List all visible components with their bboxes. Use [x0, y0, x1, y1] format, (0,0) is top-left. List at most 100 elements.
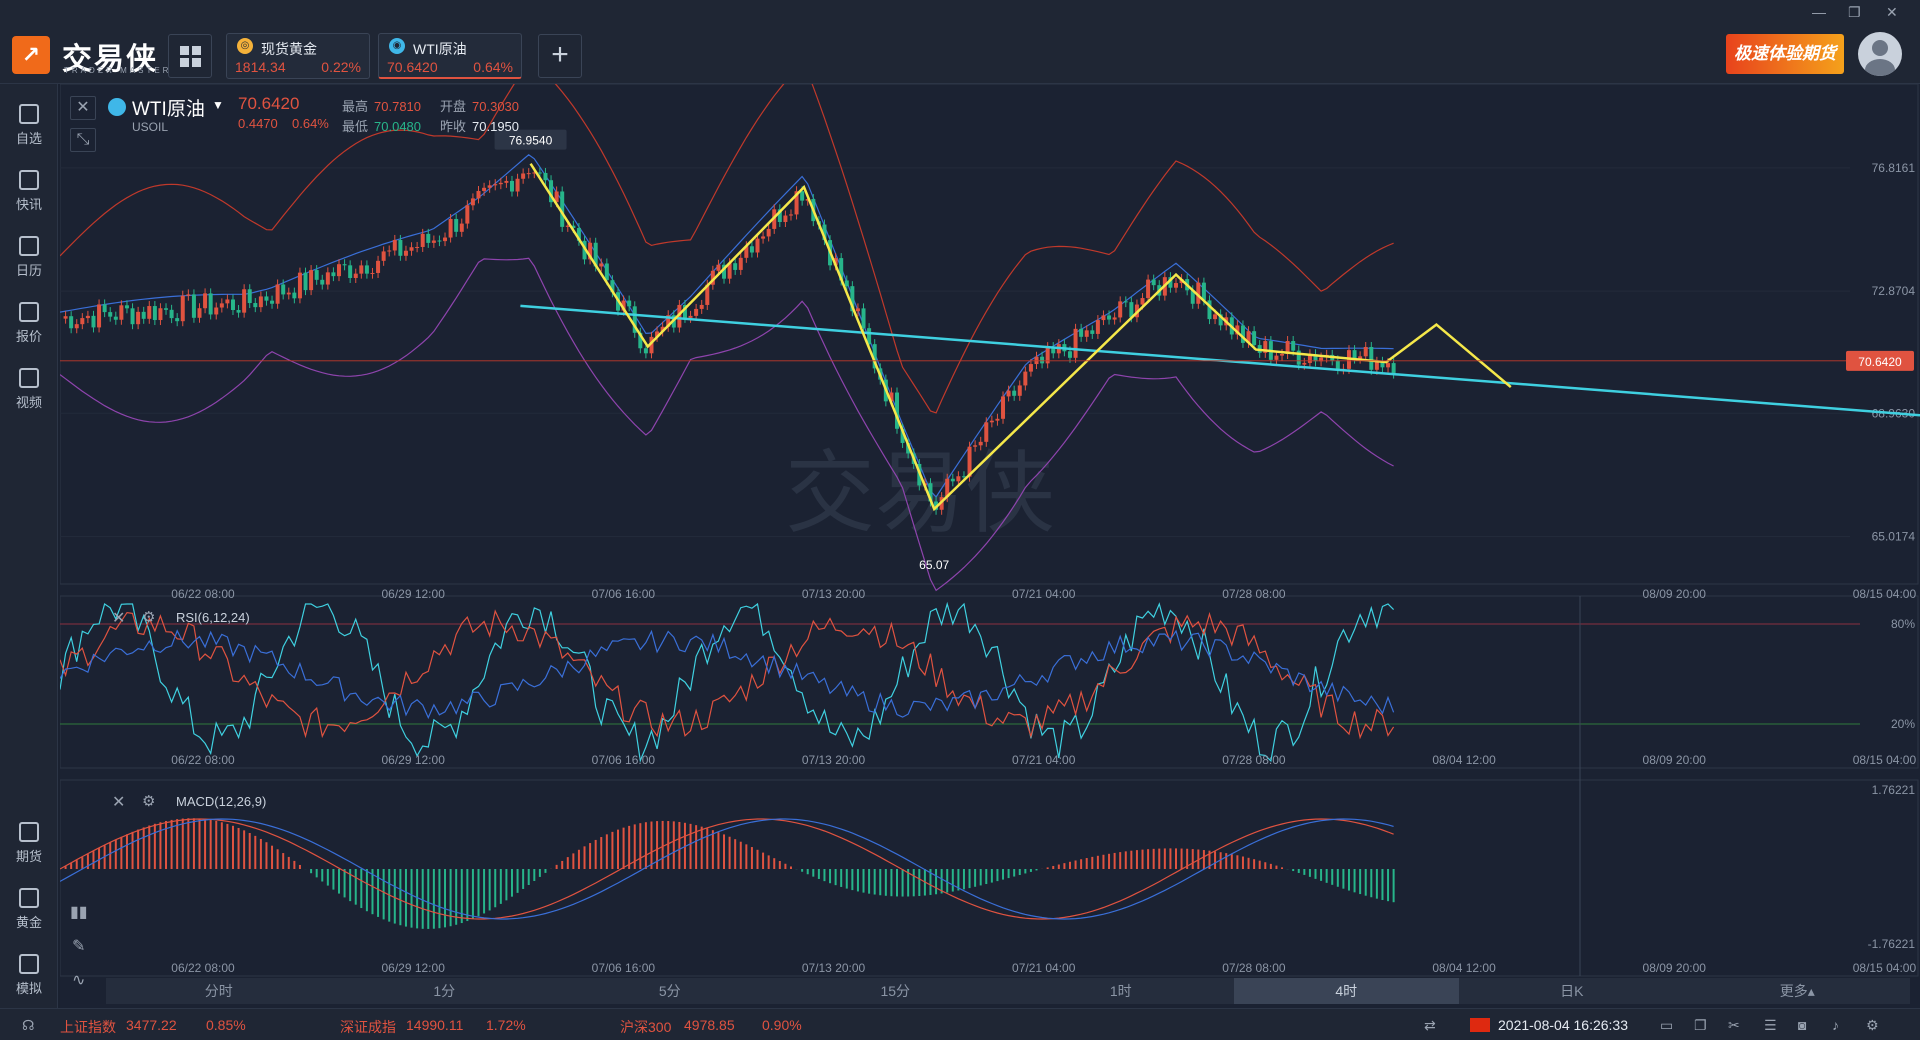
sidebar-item-calendar[interactable]: 日历 — [0, 230, 58, 286]
candle-body — [571, 225, 576, 229]
candle-body — [1386, 363, 1391, 368]
camera-icon[interactable]: ◙ — [1798, 1017, 1807, 1033]
china-flag-icon — [1470, 1018, 1490, 1032]
tf-tick[interactable]: 分时 — [204, 983, 233, 999]
settings-icon[interactable]: ⚙ — [1866, 1017, 1879, 1033]
candle-body — [1374, 361, 1379, 370]
candle-body — [487, 185, 492, 188]
minimize-icon[interactable]: — — [1812, 4, 1826, 20]
chevron-down-icon[interactable]: ▼ — [212, 98, 224, 112]
candle-body — [80, 318, 85, 325]
candle-body — [906, 442, 911, 454]
candle-body — [258, 296, 263, 308]
candle-body — [1034, 356, 1039, 365]
index-hs300-value: 4978.85 — [684, 1017, 735, 1033]
sidebar-item-video[interactable]: 视频 — [0, 362, 58, 418]
tf-4h[interactable]: 4时 — [1233, 978, 1459, 1004]
tf-1m[interactable]: 1分 — [433, 983, 456, 999]
sidebar-item-simulate[interactable]: 模拟 — [0, 948, 58, 1004]
candle-body — [632, 306, 637, 333]
macd-settings-icon[interactable]: ⚙ — [142, 793, 156, 810]
tf-5m[interactable]: 5分 — [658, 983, 681, 999]
candle-body — [398, 239, 403, 256]
candle-body — [208, 293, 213, 315]
candle-body — [152, 306, 157, 321]
tf-15m[interactable]: 15分 — [880, 983, 911, 999]
macd-x-tick-label: 08/15 04:00 — [1853, 961, 1917, 975]
close-macd-icon[interactable]: ✕ — [112, 794, 126, 811]
candle-body — [364, 265, 369, 274]
sidebar-item-gold[interactable]: 黄金 — [0, 882, 58, 938]
futures-promo-button[interactable]: 极速体验期货 — [1726, 34, 1844, 74]
tab-wti-price: 70.6420 — [387, 59, 438, 75]
layout-grid-button[interactable] — [168, 34, 212, 78]
sidebar-item-news[interactable]: 快讯 — [0, 164, 58, 220]
y-tick-label: 76.8161 — [1872, 161, 1916, 175]
high-label-bg — [494, 129, 567, 150]
candle-body — [180, 295, 185, 322]
candle-body — [1213, 314, 1218, 320]
tab-wti[interactable]: ◉ WTI原油 70.6420 0.64% — [378, 33, 522, 79]
multi-window-icon[interactable]: ❐ — [1694, 1017, 1707, 1033]
candle-body — [950, 478, 955, 482]
rsi-x-tick-label: 08/09 20:00 — [1643, 753, 1707, 767]
add-tab-button[interactable]: + — [538, 34, 582, 78]
candle-body — [1090, 330, 1095, 334]
candle-body — [191, 294, 196, 318]
avatar[interactable] — [1858, 32, 1902, 76]
candle-body — [1129, 302, 1134, 318]
close-chart-icon[interactable]: ✕ — [70, 96, 96, 120]
tf-1d[interactable]: 日K — [1560, 983, 1584, 999]
sidebar-item-watchlist[interactable]: 自选 — [0, 98, 58, 154]
close-rsi-icon[interactable]: ✕ — [112, 610, 126, 627]
candle-body — [1045, 347, 1050, 364]
candle-body — [498, 182, 503, 185]
rsi-x-tick-label: 07/13 20:00 — [802, 753, 866, 767]
close-window-icon[interactable]: ✕ — [1886, 4, 1898, 20]
indicator-tool-icon[interactable]: ∿ — [72, 972, 86, 989]
pen-tool-icon[interactable]: ✎ — [72, 938, 86, 955]
candle-body — [1151, 279, 1156, 286]
mute-icon[interactable]: ♪ — [1832, 1017, 1839, 1033]
window-icon[interactable]: ▭ — [1660, 1017, 1674, 1033]
headset-icon[interactable]: ☊ — [22, 1017, 35, 1033]
restore-icon[interactable]: ❐ — [1848, 4, 1861, 20]
sidebar-item-quotes[interactable]: 报价 — [0, 296, 58, 352]
tools-icon[interactable]: ✂ — [1728, 1017, 1740, 1033]
tf-more[interactable]: 更多▴ — [1779, 983, 1815, 999]
menu-icon[interactable]: ☰ — [1764, 1017, 1777, 1033]
candle-body — [1358, 356, 1363, 359]
candle-body — [895, 392, 899, 429]
candle-body — [1012, 390, 1017, 396]
tf-1h[interactable]: 1时 — [1109, 983, 1132, 999]
candle-body — [989, 420, 994, 423]
candle-body — [236, 310, 241, 313]
tab-gold[interactable]: ◎ 现货黄金 1814.34 0.22% — [226, 33, 370, 79]
candle-body — [655, 331, 660, 337]
sidebar-item-futures[interactable]: 期货 — [0, 816, 58, 872]
candle-body — [604, 263, 609, 281]
rsi-settings-icon[interactable]: ⚙ — [142, 609, 156, 626]
expand-icon[interactable]: ⤡ — [70, 128, 96, 152]
candle-body — [314, 270, 319, 280]
candle-body — [688, 315, 693, 318]
chart-icon — [19, 302, 39, 322]
candle-tool-icon[interactable]: ▮▮ — [70, 904, 88, 921]
candle-body — [794, 191, 799, 215]
candle-body — [1201, 282, 1206, 301]
x-tick-label: 07/06 16:00 — [592, 587, 656, 601]
high-label: 76.9540 — [509, 134, 553, 148]
translate-icon[interactable]: ⇄ — [1424, 1017, 1436, 1033]
candle-body — [1084, 330, 1089, 337]
candle-body — [945, 478, 950, 498]
index-sz-value: 14990.11 — [406, 1017, 464, 1033]
symbol-title[interactable]: WTI原油 — [132, 99, 205, 120]
candle-body — [97, 304, 102, 328]
candle-body — [69, 316, 74, 329]
candle-body — [861, 308, 866, 329]
candle-body — [900, 428, 905, 443]
candle-body — [761, 236, 766, 239]
y-tick-label: 72.8704 — [1872, 284, 1916, 298]
